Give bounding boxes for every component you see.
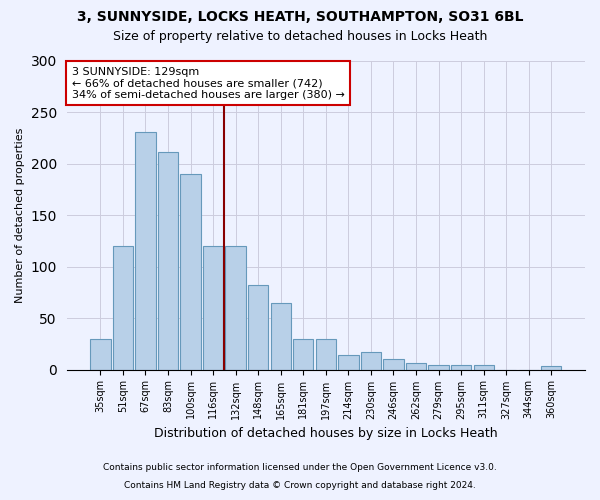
Bar — [226, 246, 246, 370]
Text: Size of property relative to detached houses in Locks Heath: Size of property relative to detached ho… — [113, 30, 487, 43]
Text: 3, SUNNYSIDE, LOCKS HEATH, SOUTHAMPTON, SO31 6BL: 3, SUNNYSIDE, LOCKS HEATH, SOUTHAMPTON, … — [77, 10, 523, 24]
Bar — [361, 352, 381, 370]
Bar — [451, 366, 471, 370]
Bar — [428, 366, 449, 370]
Bar — [158, 152, 178, 370]
Bar — [203, 246, 223, 370]
Bar — [90, 338, 110, 370]
Bar — [473, 366, 494, 370]
Bar — [316, 338, 336, 370]
Bar — [248, 285, 268, 370]
Bar — [293, 338, 313, 370]
Bar — [136, 132, 155, 370]
X-axis label: Distribution of detached houses by size in Locks Heath: Distribution of detached houses by size … — [154, 427, 497, 440]
Bar — [271, 302, 291, 370]
Text: 3 SUNNYSIDE: 129sqm
← 66% of detached houses are smaller (742)
34% of semi-detac: 3 SUNNYSIDE: 129sqm ← 66% of detached ho… — [72, 66, 345, 100]
Bar — [541, 366, 562, 370]
Bar — [113, 246, 133, 370]
Y-axis label: Number of detached properties: Number of detached properties — [15, 128, 25, 302]
Text: Contains public sector information licensed under the Open Government Licence v3: Contains public sector information licen… — [103, 464, 497, 472]
Bar — [406, 364, 426, 370]
Bar — [181, 174, 200, 370]
Text: Contains HM Land Registry data © Crown copyright and database right 2024.: Contains HM Land Registry data © Crown c… — [124, 481, 476, 490]
Bar — [338, 355, 359, 370]
Bar — [383, 360, 404, 370]
